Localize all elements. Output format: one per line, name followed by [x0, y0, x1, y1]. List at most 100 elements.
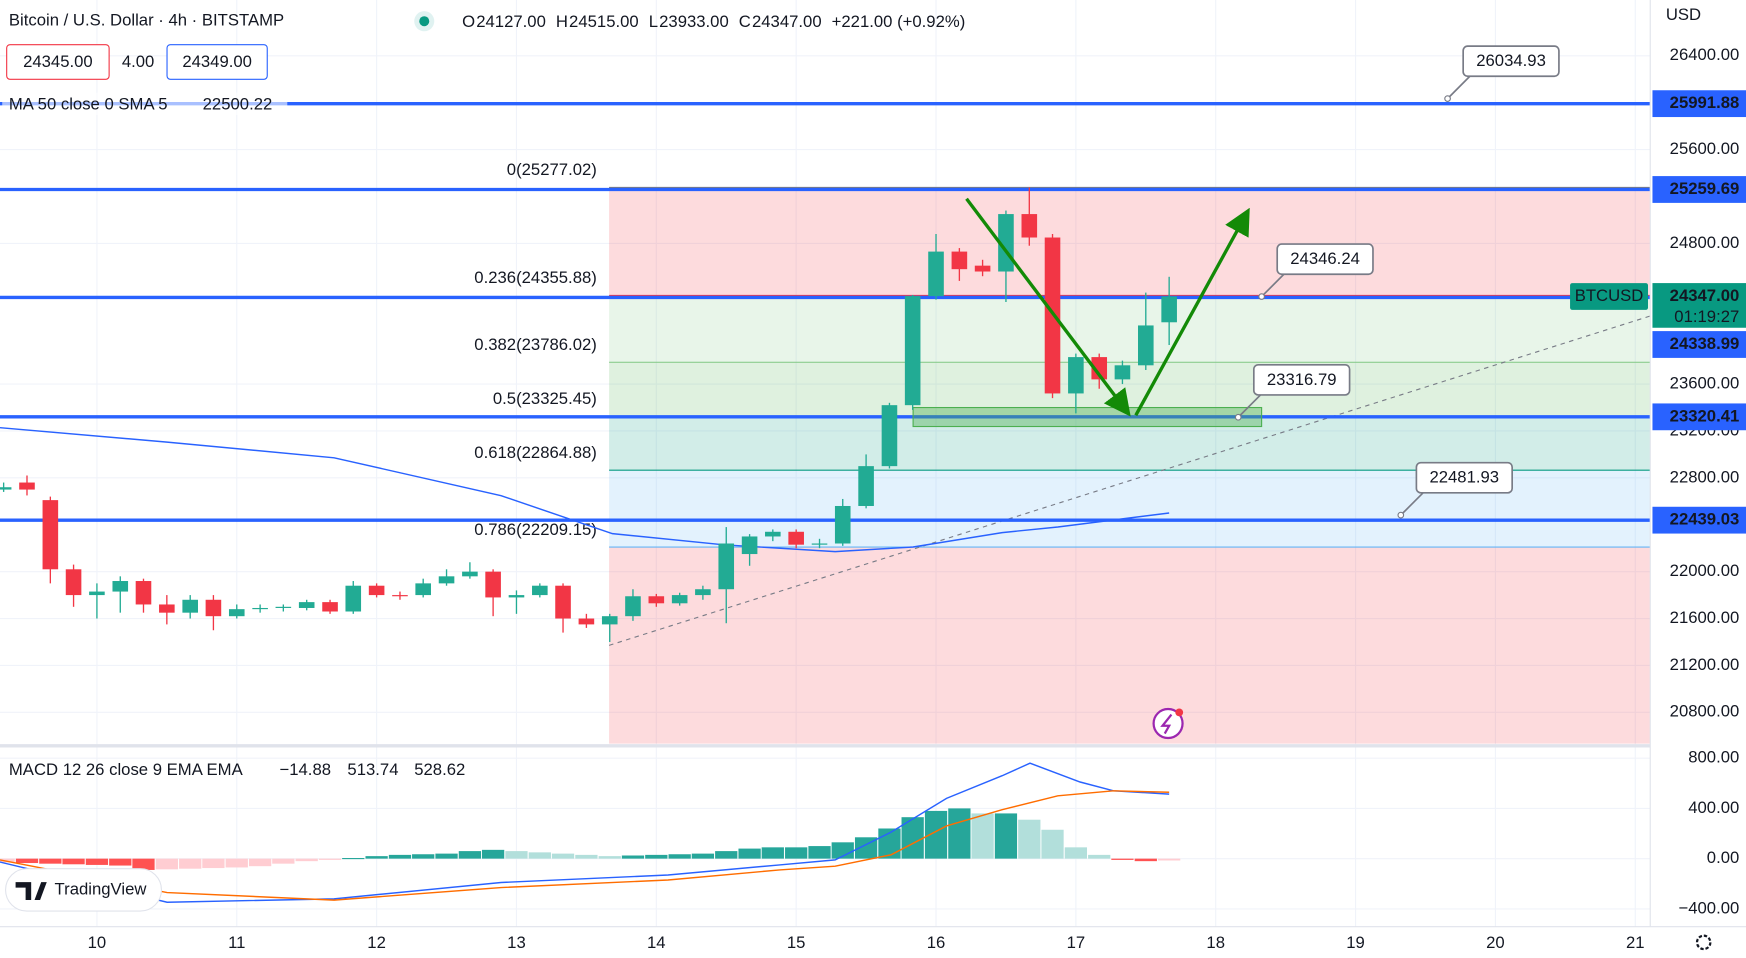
icon [1152, 707, 1184, 740]
x-tick-label: 16 [927, 933, 946, 952]
histogram-bar [505, 851, 528, 859]
y-tick-label: 21200.00 [1670, 655, 1740, 674]
histogram-bar [202, 858, 225, 869]
histogram-bar [132, 858, 155, 870]
macd-value: 513.74 [347, 760, 398, 779]
ohlc-value: 24515.00 [569, 12, 639, 31]
histogram-bar [1111, 858, 1134, 860]
candle-body [765, 531, 781, 537]
y-tick-label: −400.00 [1678, 898, 1739, 917]
histogram-bar [1018, 819, 1041, 859]
y-tick-label: 23600.00 [1670, 373, 1740, 392]
signal-value: 528.62 [414, 760, 465, 779]
histogram-bar [109, 858, 132, 866]
price-label: 23320.41 [1670, 406, 1740, 425]
candle-body [0, 487, 12, 490]
price-label: 24338.99 [1670, 334, 1740, 353]
histogram-bar [971, 813, 994, 859]
ohlc-key: O [462, 12, 475, 31]
histogram-bar [318, 858, 342, 860]
zone-box [912, 406, 1263, 428]
candle-body [904, 296, 921, 406]
candle-body [741, 536, 758, 555]
callout-label: 26034.93 [1476, 51, 1546, 70]
ohlc-value: 23933.00 [659, 12, 729, 31]
histogram-bar [179, 858, 202, 869]
histogram-bar [155, 858, 178, 870]
histogram-bar [994, 813, 1018, 859]
callout-box [1462, 45, 1560, 78]
x-tick-label: 15 [787, 933, 806, 952]
candle-body [1068, 357, 1084, 394]
y-tick-label: 21600.00 [1670, 608, 1740, 627]
y-tick-label: 20800.00 [1670, 702, 1740, 721]
fib-zone [609, 547, 1651, 744]
histogram-bar [248, 858, 272, 867]
callout-anchor [1444, 95, 1451, 102]
histogram-bar [1158, 858, 1181, 861]
x-tick-label: 10 [88, 933, 107, 952]
candle-body [19, 482, 35, 490]
candle-body [438, 576, 455, 584]
signal-line [0, 790, 1170, 901]
histogram-bar [0, 858, 15, 863]
fib-zone [609, 416, 1651, 471]
candle-body [671, 595, 688, 604]
histogram-bar [785, 847, 808, 859]
price-label: 25259.69 [1670, 179, 1740, 198]
y-tick-label: 26400.00 [1670, 45, 1740, 64]
buy-price: 24349.00 [182, 52, 252, 71]
callout-box [1415, 461, 1513, 494]
candle-body [415, 583, 431, 596]
macd-line [0, 762, 1170, 903]
x-tick-label: 18 [1206, 933, 1225, 952]
callout-pointer [1400, 492, 1424, 516]
x-tick-label: 14 [647, 933, 666, 952]
macd-title: MACD 12 26 close 9 EMA EMA [9, 760, 244, 779]
fib-label: 0(25277.02) [507, 160, 597, 179]
candle-body [345, 585, 362, 612]
sell-price: 24345.00 [23, 52, 93, 71]
callout-box [1276, 243, 1374, 276]
candle-body [322, 602, 338, 612]
time-axis [0, 926, 1746, 958]
histogram-bar [948, 808, 971, 859]
price-label-bg [1652, 331, 1746, 358]
candle-body [788, 531, 804, 545]
histogram-bar [924, 810, 948, 859]
candle-body [508, 595, 525, 598]
price-label: 22439.03 [1670, 510, 1740, 529]
candle-body [298, 602, 315, 608]
sell-box [6, 44, 110, 80]
candle-body [858, 466, 874, 506]
y-tick-label: 800.00 [1688, 748, 1739, 767]
ohlc-value: 24127.00 [476, 12, 546, 31]
candle-body [928, 251, 944, 297]
histogram-bar [645, 854, 668, 859]
logo-mark [15, 882, 47, 900]
y-tick-label: 0.00 [1707, 848, 1740, 867]
histogram-bar [551, 853, 575, 859]
price-label-bg [1652, 176, 1746, 203]
callout-label: 23316.79 [1267, 370, 1337, 389]
candle-body [485, 571, 501, 598]
arrow [965, 197, 1131, 417]
candle-body [695, 589, 711, 596]
ma-legend: MA 50 close 0 SMA 5 [9, 94, 168, 113]
x-tick-label: 11 [228, 933, 245, 952]
callout-pointer [1261, 273, 1285, 298]
histogram-bar [342, 858, 365, 860]
histogram-bar [1134, 858, 1157, 862]
candle-body [881, 405, 898, 467]
logo-badge [5, 868, 163, 912]
histogram-bar [481, 849, 505, 859]
candle-body [555, 585, 571, 619]
histogram-bar [831, 842, 854, 859]
histogram-bar [15, 858, 39, 864]
histogram-bar [1088, 854, 1111, 859]
icon [1175, 708, 1184, 717]
callout-anchor [1258, 293, 1265, 300]
histogram-bar [575, 854, 598, 859]
y-tick-label: 24800.00 [1670, 233, 1740, 252]
candle-body [625, 596, 641, 617]
